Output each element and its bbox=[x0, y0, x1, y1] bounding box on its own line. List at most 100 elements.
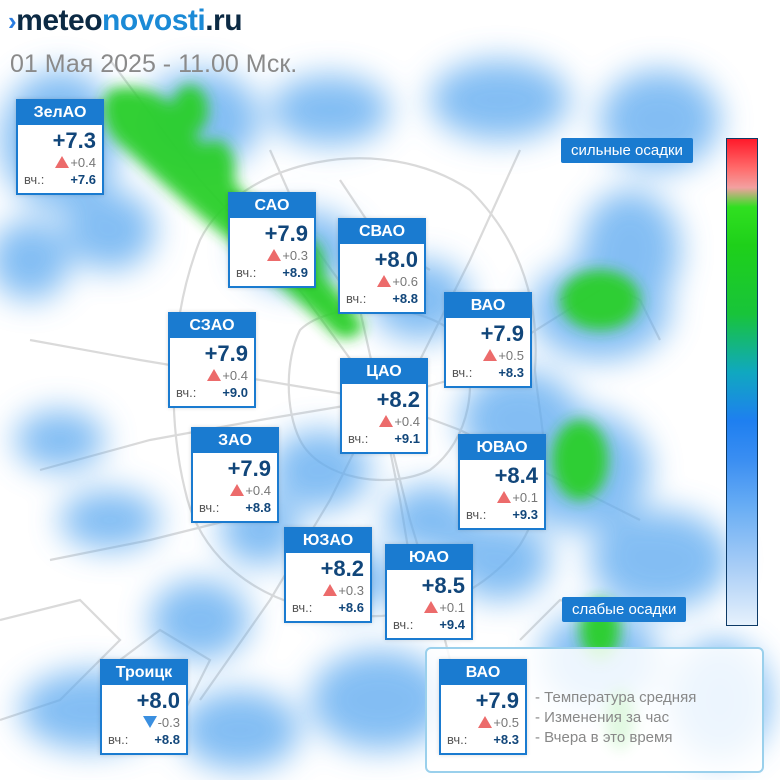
district-yesterday-row: вч.: +8.8 bbox=[193, 499, 277, 521]
logo-part1: meteo bbox=[16, 4, 103, 37]
yesterday-label: вч.: bbox=[24, 172, 45, 187]
trend-up-icon bbox=[483, 349, 498, 361]
district-card-troitsk[interactable]: Троицк +8.0 -0.3 вч.: +8.8 bbox=[100, 659, 188, 755]
district-yesterday-row: вч.: +8.6 bbox=[286, 599, 370, 621]
district-yesterday-row: вч.: +8.8 bbox=[102, 731, 186, 753]
district-card-yuzao[interactable]: ЮЗАО +8.2 +0.3 вч.: +8.6 bbox=[284, 527, 372, 623]
district-delta-row: +0.3 bbox=[286, 582, 370, 599]
yesterday-label: вч.: bbox=[393, 617, 414, 632]
district-delta: +0.4 bbox=[394, 414, 420, 429]
district-yesterday: +8.8 bbox=[392, 291, 418, 306]
district-delta-row: +0.1 bbox=[460, 489, 544, 506]
district-card-szao[interactable]: СЗАО +7.9 +0.4 вч.: +9.0 bbox=[168, 312, 256, 408]
legend-explanations: - Температура средняя - Изменения за час… bbox=[535, 688, 696, 748]
district-yesterday: +8.8 bbox=[154, 732, 180, 747]
trend-up-icon bbox=[377, 275, 392, 287]
district-name: ЗелАО bbox=[18, 101, 102, 125]
district-temp: +7.9 bbox=[475, 688, 519, 713]
district-delta-row: +0.3 bbox=[230, 247, 314, 264]
district-name: ЦАО bbox=[342, 360, 426, 384]
district-delta: +0.3 bbox=[282, 248, 308, 263]
yesterday-label: вч.: bbox=[447, 732, 468, 747]
district-delta-row: +0.4 bbox=[170, 367, 254, 384]
district-yesterday: +7.6 bbox=[70, 172, 96, 187]
district-card-zelao[interactable]: ЗелАО +7.3 +0.4 вч.: +7.6 bbox=[16, 99, 104, 195]
district-delta-row: -0.3 bbox=[102, 714, 186, 731]
yesterday-label: вч.: bbox=[292, 600, 313, 615]
district-name: ЮАО bbox=[387, 546, 471, 570]
trend-up-icon bbox=[230, 484, 245, 496]
district-yesterday: +8.3 bbox=[493, 732, 519, 747]
trend-up-icon bbox=[323, 584, 338, 596]
district-delta: +0.4 bbox=[245, 483, 271, 498]
legend-line-temp: - Температура средняя bbox=[535, 689, 697, 706]
district-delta-row: +0.6 bbox=[340, 273, 424, 290]
district-yesterday-row: вч.: +8.8 bbox=[340, 290, 424, 312]
district-delta: +0.1 bbox=[439, 600, 465, 615]
district-temp: +7.3 bbox=[52, 128, 96, 153]
trend-up-icon bbox=[497, 491, 512, 503]
district-delta-row: +0.5 bbox=[441, 714, 525, 731]
scale-label-heavy: сильные осадки bbox=[561, 138, 693, 163]
legend-line-yesterday: - Вчера в это время bbox=[535, 729, 673, 746]
district-yesterday-row: вч.: +9.0 bbox=[170, 384, 254, 406]
district-temp: +7.9 bbox=[227, 456, 271, 481]
yesterday-label: вч.: bbox=[452, 365, 473, 380]
district-yesterday: +9.0 bbox=[222, 385, 248, 400]
district-name: Троицк bbox=[102, 661, 186, 685]
district-yesterday: +8.6 bbox=[338, 600, 364, 615]
district-yesterday: +8.8 bbox=[245, 500, 271, 515]
scale-label-light: слабые осадки bbox=[562, 597, 687, 622]
district-yesterday-row: вч.: +8.3 bbox=[446, 364, 530, 386]
district-name: САО bbox=[230, 194, 314, 218]
district-delta: -0.3 bbox=[157, 715, 180, 730]
trend-up-icon bbox=[424, 601, 439, 613]
district-yesterday: +9.3 bbox=[512, 507, 538, 522]
trend-up-icon bbox=[207, 369, 222, 381]
district-name: ЗАО bbox=[193, 429, 277, 453]
district-card-svao[interactable]: СВАО +8.0 +0.6 вч.: +8.8 bbox=[338, 218, 426, 314]
district-name: СЗАО bbox=[170, 314, 254, 338]
district-name: СВАО bbox=[340, 220, 424, 244]
trend-up-icon bbox=[55, 156, 70, 168]
district-delta-row: +0.4 bbox=[342, 413, 426, 430]
site-logo[interactable]: ›meteonovosti.ru bbox=[8, 4, 243, 38]
page-subtitle: 01 Мая 2025 - 11.00 Мск. bbox=[10, 50, 298, 78]
yesterday-label: вч.: bbox=[176, 385, 197, 400]
district-delta: +0.3 bbox=[338, 583, 364, 598]
district-card-tsao[interactable]: ЦАО +8.2 +0.4 вч.: +9.1 bbox=[340, 358, 428, 454]
yesterday-label: вч.: bbox=[466, 507, 487, 522]
precipitation-scale-bar bbox=[726, 138, 758, 626]
district-name: ЮВАО bbox=[460, 436, 544, 460]
yesterday-label: вч.: bbox=[199, 500, 220, 515]
trend-up-icon bbox=[379, 415, 394, 427]
district-yesterday-row: вч.: +9.4 bbox=[387, 616, 471, 638]
district-card-yuvao[interactable]: ЮВАО +8.4 +0.1 вч.: +9.3 bbox=[458, 434, 546, 530]
legend-line-delta: - Изменения за час bbox=[535, 709, 670, 726]
district-temp: +7.9 bbox=[204, 341, 248, 366]
district-delta: +0.5 bbox=[498, 348, 524, 363]
district-temp: +8.2 bbox=[320, 556, 364, 581]
district-temp: +8.5 bbox=[421, 573, 465, 598]
district-temp: +8.4 bbox=[494, 463, 538, 488]
district-card-vao[interactable]: ВАО +7.9 +0.5 вч.: +8.3 bbox=[444, 292, 532, 388]
district-temp: +7.9 bbox=[480, 321, 524, 346]
district-delta-row: +0.4 bbox=[193, 482, 277, 499]
district-delta-row: +0.4 bbox=[18, 154, 102, 171]
logo-part2: novosti bbox=[102, 4, 206, 37]
district-delta: +0.4 bbox=[222, 368, 248, 383]
district-yesterday: +8.9 bbox=[282, 265, 308, 280]
yesterday-label: вч.: bbox=[346, 291, 367, 306]
district-temp: +8.0 bbox=[136, 688, 180, 713]
district-delta-row: +0.5 bbox=[446, 347, 530, 364]
district-card-legend[interactable]: ВАО +7.9 +0.5 вч.: +8.3 bbox=[439, 659, 527, 755]
district-delta: +0.6 bbox=[392, 274, 418, 289]
district-yesterday-row: вч.: +8.3 bbox=[441, 731, 525, 753]
district-yesterday-row: вч.: +8.9 bbox=[230, 264, 314, 286]
district-yesterday-row: вч.: +7.6 bbox=[18, 171, 102, 193]
yesterday-label: вч.: bbox=[108, 732, 129, 747]
trend-up-icon bbox=[267, 249, 282, 261]
district-card-zao[interactable]: ЗАО +7.9 +0.4 вч.: +8.8 bbox=[191, 427, 279, 523]
district-card-sao[interactable]: САО +7.9 +0.3 вч.: +8.9 bbox=[228, 192, 316, 288]
district-card-yuao[interactable]: ЮАО +8.5 +0.1 вч.: +9.4 bbox=[385, 544, 473, 640]
